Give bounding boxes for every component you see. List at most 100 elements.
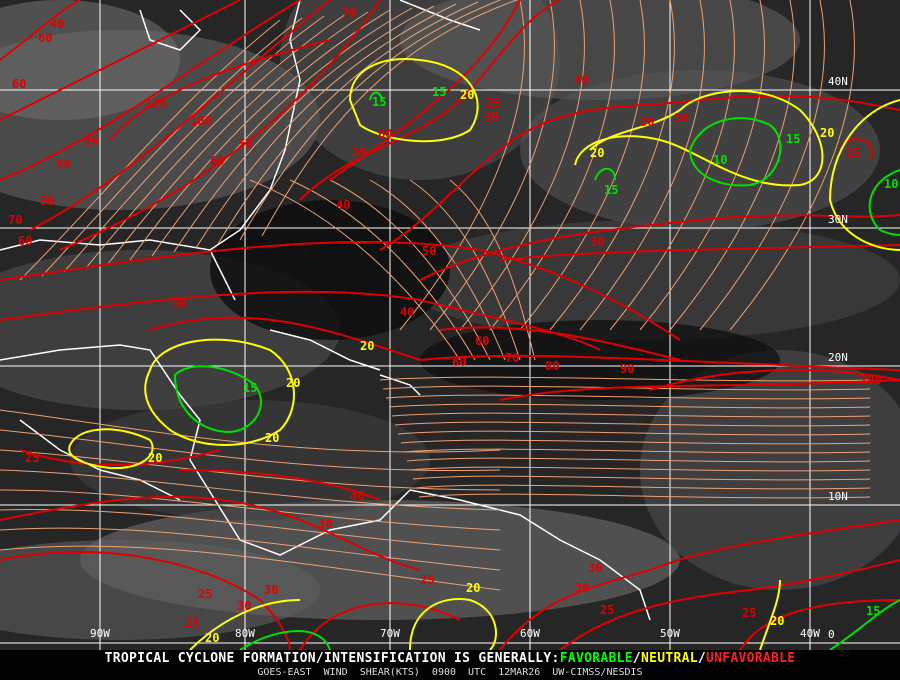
contour-label: 90	[56, 157, 70, 171]
latitude-label: 10N	[828, 490, 848, 503]
shear-contour	[499, 519, 900, 650]
shear-contour	[0, 495, 421, 571]
shear-contour	[0, 240, 681, 341]
streamline	[579, 0, 705, 331]
contour-label: 30	[575, 581, 589, 595]
contour-label: 20	[820, 126, 834, 140]
shear-contour	[329, 0, 521, 181]
streamline	[459, 0, 585, 331]
latitude-label: 0	[828, 628, 835, 641]
contour-label: 50	[352, 145, 366, 159]
contour-label: 80	[545, 359, 559, 373]
shear-contour	[439, 326, 681, 361]
streamline	[519, 0, 645, 331]
shear-contour	[0, 0, 301, 181]
streamline	[329, 179, 491, 361]
streamline	[151, 7, 413, 257]
streamline	[0, 489, 501, 531]
contour-label: 30	[640, 115, 654, 129]
contour-label: 50	[422, 244, 436, 258]
streamline	[406, 457, 871, 463]
contour-label: 10	[713, 153, 727, 167]
streamline	[0, 409, 501, 453]
streamline	[391, 412, 871, 418]
shear-contour	[499, 244, 900, 261]
contour-label: 25	[185, 616, 199, 630]
product-footer: TROPICAL CYCLONE FORMATION/INTENSIFICATI…	[0, 650, 900, 680]
longitude-label: 40W	[800, 627, 820, 640]
shear-contour	[0, 0, 241, 121]
shear-contour	[559, 559, 900, 650]
shear-contour	[739, 599, 900, 650]
streamline	[409, 466, 871, 472]
streamline	[394, 421, 871, 427]
contour-label: 20	[148, 451, 162, 465]
streamline	[195, 3, 457, 249]
cloud-area	[520, 70, 880, 230]
latitude-label: 20N	[828, 351, 848, 364]
streamline	[729, 0, 855, 331]
contour-labels: 4060609012010090907060605070506040253030…	[8, 6, 898, 645]
streamline	[63, 15, 325, 273]
contour-label: 20	[770, 614, 784, 628]
streamline	[609, 0, 735, 331]
contour-label: 60	[378, 127, 392, 141]
latitude-label: 40N	[828, 75, 848, 88]
cloud-area	[400, 220, 900, 340]
streamline	[379, 376, 871, 382]
contour-label: 90	[84, 134, 98, 148]
streamline	[669, 0, 795, 331]
streamline	[385, 394, 871, 400]
shear-contour	[144, 338, 295, 446]
contour-label: 30	[318, 517, 332, 531]
shear-contour	[594, 167, 616, 181]
streamline	[41, 17, 303, 277]
contour-label: 15	[604, 183, 618, 197]
shear-contour	[868, 169, 900, 236]
contour-label: 60	[12, 77, 26, 91]
unfavorable-legend: UNFAVORABLE	[706, 651, 796, 666]
shear-contour	[0, 290, 601, 351]
streamline	[397, 430, 871, 436]
shear-contour	[828, 99, 900, 251]
contour-label: 20	[286, 376, 300, 390]
streamline	[399, 0, 525, 331]
streamline	[699, 0, 825, 331]
streamline	[403, 448, 871, 454]
streamline	[173, 5, 435, 253]
neutral-legend: NEUTRAL	[640, 651, 698, 666]
contour-label: 100	[190, 114, 212, 128]
contour-label: 25	[198, 587, 212, 601]
contour-label: 20	[265, 431, 279, 445]
streamline	[0, 508, 501, 551]
streamline	[639, 0, 765, 331]
coastline	[209, 249, 236, 301]
contour-label: 70	[8, 213, 22, 227]
longitude-label: 80W	[235, 627, 255, 640]
streamline	[429, 0, 555, 331]
contour-label: 10	[884, 177, 898, 191]
streamlines	[0, 0, 871, 591]
contour-label: 15	[243, 381, 257, 395]
streamline	[249, 179, 461, 361]
longitude-label: 70W	[380, 627, 400, 640]
streamline	[0, 449, 501, 491]
contour-label: 25	[486, 96, 500, 110]
contour-label: 25	[25, 451, 39, 465]
streamline	[418, 493, 871, 499]
contour-label: 15	[372, 95, 386, 109]
contour-label: 15	[432, 85, 446, 99]
streamline	[289, 179, 476, 361]
contour-label: 20	[360, 339, 374, 353]
streamline	[217, 1, 479, 245]
contour-label: 25	[600, 603, 614, 617]
contour-label: 25	[846, 146, 860, 160]
cloud-area	[70, 400, 430, 520]
shear-contour	[189, 599, 301, 650]
legend-separator: /	[697, 651, 706, 666]
shear-contour	[419, 214, 900, 281]
contour-label: 40	[574, 73, 588, 87]
streamline	[415, 484, 871, 490]
contour-label: 20	[466, 581, 480, 595]
contour-label: 20	[590, 146, 604, 160]
